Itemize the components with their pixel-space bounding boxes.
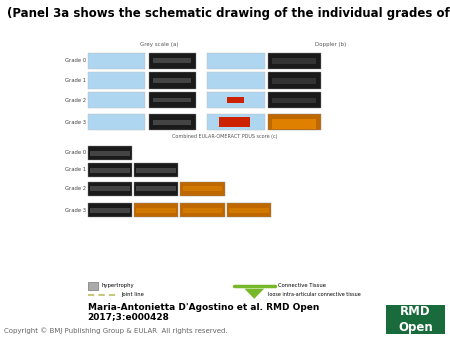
FancyBboxPatch shape [268, 92, 321, 108]
FancyBboxPatch shape [227, 203, 271, 217]
Text: Grade 0: Grade 0 [65, 150, 86, 155]
FancyBboxPatch shape [88, 114, 145, 130]
FancyBboxPatch shape [88, 72, 145, 89]
FancyBboxPatch shape [148, 53, 196, 69]
FancyBboxPatch shape [219, 118, 250, 127]
FancyBboxPatch shape [272, 58, 316, 64]
FancyBboxPatch shape [180, 182, 225, 196]
FancyBboxPatch shape [88, 182, 132, 196]
FancyBboxPatch shape [207, 53, 265, 69]
Text: Grade 0: Grade 0 [65, 58, 86, 63]
Text: Grade 1: Grade 1 [65, 78, 86, 83]
FancyBboxPatch shape [134, 203, 178, 217]
FancyBboxPatch shape [136, 187, 176, 191]
FancyBboxPatch shape [180, 203, 225, 217]
FancyBboxPatch shape [134, 182, 178, 196]
FancyBboxPatch shape [207, 114, 265, 130]
FancyBboxPatch shape [134, 163, 178, 177]
FancyBboxPatch shape [272, 98, 316, 103]
Text: Joint line: Joint line [122, 292, 144, 297]
Text: Maria-Antonietta D'Agostino et al. RMD Open: Maria-Antonietta D'Agostino et al. RMD O… [88, 303, 319, 312]
Text: 2017;3:e000428: 2017;3:e000428 [88, 312, 170, 321]
Text: (Panel 3a shows the schematic drawing of the individual grades of hypoechoic SH : (Panel 3a shows the schematic drawing of… [7, 7, 450, 20]
FancyBboxPatch shape [207, 72, 265, 89]
Polygon shape [244, 289, 264, 299]
FancyBboxPatch shape [229, 208, 269, 213]
Text: Grey scale (a): Grey scale (a) [140, 42, 179, 47]
FancyBboxPatch shape [90, 168, 130, 172]
FancyBboxPatch shape [386, 305, 445, 334]
FancyBboxPatch shape [88, 282, 98, 290]
FancyBboxPatch shape [268, 72, 321, 89]
FancyBboxPatch shape [153, 78, 191, 83]
FancyBboxPatch shape [88, 203, 132, 217]
FancyBboxPatch shape [88, 163, 132, 177]
FancyBboxPatch shape [148, 72, 196, 89]
Text: Copyright © BMJ Publishing Group & EULAR  All rights reserved.: Copyright © BMJ Publishing Group & EULAR… [4, 327, 228, 334]
FancyBboxPatch shape [268, 53, 321, 69]
Text: Grade 1: Grade 1 [65, 167, 86, 172]
FancyBboxPatch shape [88, 146, 132, 160]
FancyBboxPatch shape [88, 92, 145, 108]
Text: Doppler (b): Doppler (b) [315, 42, 346, 47]
FancyBboxPatch shape [268, 114, 321, 130]
FancyBboxPatch shape [183, 208, 222, 213]
Text: Grade 2: Grade 2 [65, 186, 86, 191]
Text: Grade 3: Grade 3 [65, 208, 86, 213]
FancyBboxPatch shape [148, 92, 196, 108]
Text: Connective Tissue: Connective Tissue [278, 283, 326, 288]
FancyBboxPatch shape [136, 208, 176, 213]
FancyBboxPatch shape [90, 151, 130, 155]
Text: Combined EULAR-OMERACT PDUS score (c): Combined EULAR-OMERACT PDUS score (c) [172, 134, 278, 139]
FancyBboxPatch shape [90, 208, 130, 213]
FancyBboxPatch shape [153, 58, 191, 63]
FancyBboxPatch shape [153, 98, 191, 102]
FancyBboxPatch shape [148, 114, 196, 130]
FancyBboxPatch shape [153, 120, 191, 125]
Text: hypertrophy: hypertrophy [101, 283, 134, 288]
FancyBboxPatch shape [183, 187, 222, 191]
FancyBboxPatch shape [136, 168, 176, 172]
Text: RMD
Open: RMD Open [398, 305, 433, 334]
FancyBboxPatch shape [88, 53, 145, 69]
FancyBboxPatch shape [90, 187, 130, 191]
FancyBboxPatch shape [227, 97, 244, 103]
FancyBboxPatch shape [272, 119, 316, 129]
Text: loose intra-articular connective tissue: loose intra-articular connective tissue [268, 292, 360, 297]
Text: Grade 3: Grade 3 [65, 120, 86, 125]
FancyBboxPatch shape [207, 92, 265, 108]
FancyBboxPatch shape [272, 78, 316, 84]
Text: Grade 2: Grade 2 [65, 98, 86, 102]
